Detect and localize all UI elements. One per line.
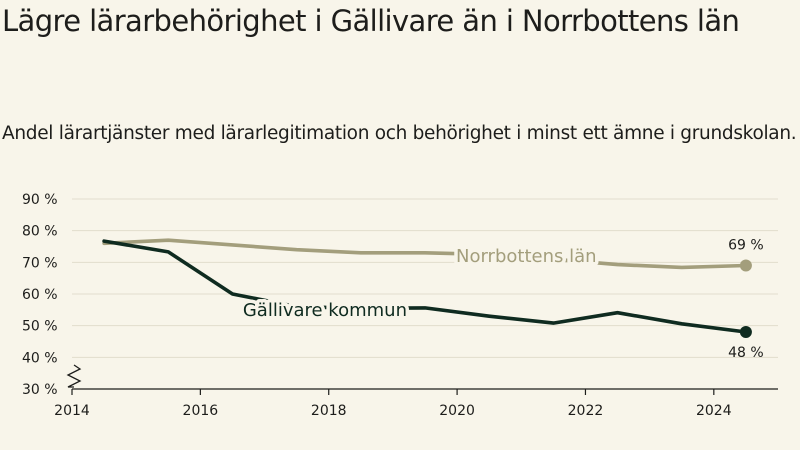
x-tick-label: 2014 — [54, 403, 90, 419]
y-tick-label: 80 % — [22, 224, 58, 240]
y-tick-label: 50 % — [22, 319, 58, 335]
y-tick-label: 30 % — [22, 382, 58, 398]
x-tick-label: 2022 — [568, 403, 604, 419]
x-tick-label: 2024 — [696, 403, 732, 419]
series-line — [104, 240, 746, 267]
y-tick-label: 60 % — [22, 287, 58, 303]
series-name-label: Gällivare kommun — [243, 300, 407, 321]
end-value-label: 69 % — [728, 238, 764, 254]
x-tick-label: 2018 — [311, 403, 347, 419]
series-end-point — [740, 326, 752, 338]
y-axis-ticks: 30 % 40 % 50 % 60 % 70 % 80 % 90 % — [22, 192, 58, 398]
end-value-label: 48 % — [728, 345, 764, 361]
series-lines — [104, 240, 752, 338]
series-labels: Norrbottens län 69 % Gällivare kommun 48 % — [243, 238, 764, 362]
y-tick-label: 70 % — [22, 255, 58, 271]
x-tick-label: 2016 — [183, 403, 219, 419]
series-line — [104, 241, 746, 332]
grid-lines — [72, 199, 778, 357]
y-tick-label: 40 % — [22, 350, 58, 366]
series-end-point — [740, 260, 752, 272]
x-axis: 2014 2016 2018 2020 2022 2024 — [54, 365, 778, 419]
x-tick-label: 2020 — [439, 403, 475, 419]
axis-break-icon — [68, 365, 80, 387]
line-chart: 30 %40 %50 %60 %70 %80 %90 % 2014 2016 201… — [0, 0, 800, 450]
series-name-label: Norrbottens län — [456, 246, 597, 267]
y-tick-label: 90 % — [22, 192, 58, 208]
